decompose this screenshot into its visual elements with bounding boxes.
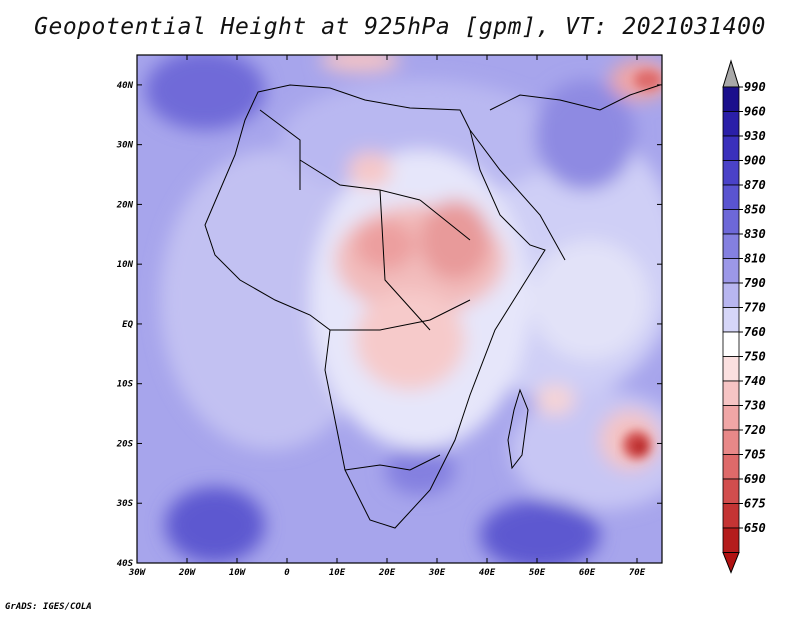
colorbar-swatch xyxy=(722,160,740,186)
lat-label: 40S xyxy=(117,559,134,569)
colorbar-label: 740 xyxy=(744,374,766,388)
lon-label: 10E xyxy=(329,568,346,578)
colorbar-label: 650 xyxy=(744,521,766,535)
colorbar-swatch xyxy=(722,111,740,137)
colorbar-label: 960 xyxy=(744,105,766,119)
colorbar-swatch xyxy=(722,184,740,210)
lat-label: 40N xyxy=(117,81,134,91)
colorbar-label: 790 xyxy=(744,276,766,290)
colorbar-label: 675 xyxy=(744,497,766,511)
colorbar-label: 990 xyxy=(744,80,766,94)
colorbar-swatch xyxy=(722,307,740,333)
colorbar-swatch xyxy=(722,380,740,406)
colorbar-label: 810 xyxy=(744,252,766,266)
colorbar-label: 870 xyxy=(744,178,766,192)
lon-label: 60E xyxy=(579,568,596,578)
map-title: Geopotential Height at 925hPa [gpm], VT:… xyxy=(34,14,766,40)
colorbar-swatch xyxy=(722,258,740,284)
colorbar: 990 960 930 900 870 850 830 810 790 770 760 750 740 7… xyxy=(722,59,766,574)
colorbar-label: 690 xyxy=(744,472,766,486)
lat-label: 30S xyxy=(116,499,134,509)
lat-label: 30N xyxy=(116,141,134,151)
grads-credit: GrADS: IGES/COLA xyxy=(5,602,92,612)
colorbar-swatch xyxy=(722,356,740,382)
colorbar-swatch xyxy=(722,454,740,480)
lat-label: 10S xyxy=(117,380,134,390)
colorbar-swatch xyxy=(722,527,740,553)
lon-label: 40E xyxy=(479,568,496,578)
colorbar-label: 750 xyxy=(744,350,766,364)
height-field xyxy=(137,55,662,563)
colorbar-over-arrow xyxy=(722,59,740,88)
colorbar-swatch xyxy=(722,86,740,112)
lon-label: 30W xyxy=(128,568,147,578)
colorbar-swatch xyxy=(722,331,740,357)
lon-label: 70E xyxy=(629,568,646,578)
colorbar-swatch xyxy=(722,405,740,431)
colorbar-label: 900 xyxy=(744,154,766,168)
colorbar-swatch xyxy=(722,503,740,529)
colorbar-label: 930 xyxy=(744,129,766,143)
colorbar-swatch xyxy=(722,478,740,504)
lon-label: 20W xyxy=(178,568,197,578)
colorbar-label: 730 xyxy=(744,399,766,413)
coastlines xyxy=(204,84,661,529)
colorbar-swatch xyxy=(722,429,740,455)
colorbar-label: 760 xyxy=(744,325,766,339)
colorbar-swatch xyxy=(722,233,740,259)
colorbar-swatch xyxy=(722,209,740,235)
lat-label: 20S xyxy=(116,439,134,449)
lat-label: 20N xyxy=(116,200,134,210)
colorbar-swatch xyxy=(722,282,740,308)
colorbar-label: 705 xyxy=(744,448,766,462)
colorbar-swatch xyxy=(722,135,740,161)
map-frame xyxy=(136,54,663,564)
lon-label: 20E xyxy=(378,568,396,578)
lon-label: 50E xyxy=(529,568,546,578)
longitude-axis: 30W 20W 10W 0 10E 20E 30E 40E 50E 60E 70E xyxy=(128,55,646,578)
lon-label: 30E xyxy=(428,568,446,578)
colorbar-label: 770 xyxy=(744,301,766,315)
colorbar-label: 850 xyxy=(744,203,766,217)
lat-label: 10N xyxy=(117,260,134,270)
lon-label: 0 xyxy=(284,568,290,578)
latitude-axis: 40N 30N 20N 10N EQ 10S 20S 30S 40S xyxy=(116,81,662,569)
colorbar-under-arrow xyxy=(722,552,740,574)
colorbar-label: 720 xyxy=(744,423,766,437)
colorbar-label: 830 xyxy=(744,227,766,241)
lat-label: EQ xyxy=(122,320,133,330)
lon-label: 10W xyxy=(229,568,247,578)
